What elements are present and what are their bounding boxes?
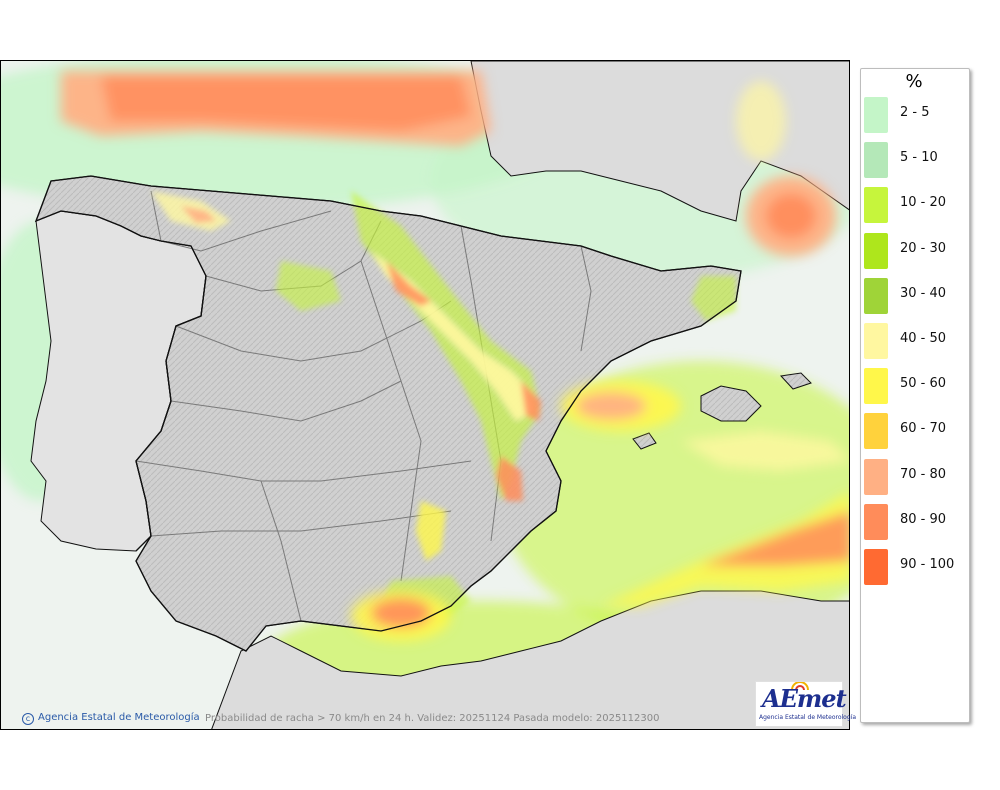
credit-line: c Agencia Estatal de Meteorología xyxy=(22,712,200,725)
legend-swatch xyxy=(864,323,888,359)
legend-unit: % xyxy=(905,71,923,92)
legend-label: 80 - 90 xyxy=(900,511,947,527)
legend-label: 20 - 30 xyxy=(900,240,947,256)
legend-label: 10 - 20 xyxy=(900,195,947,211)
legend-item: 30 - 40 xyxy=(864,272,968,314)
logo-sun-icon xyxy=(791,682,809,690)
legend-swatch xyxy=(864,503,888,540)
north-africa-land xyxy=(211,590,849,729)
map-caption: Probabilidad de racha > 70 km/h en 24 h.… xyxy=(205,713,660,724)
legend-label: 40 - 50 xyxy=(900,331,947,346)
legend-swatch xyxy=(864,232,888,269)
legend-item: 80 - 90 xyxy=(864,498,968,540)
legend-item: 50 - 60 xyxy=(864,362,968,405)
legend-swatch xyxy=(864,97,888,133)
legend-item: 90 - 100 xyxy=(864,543,968,585)
menorca-island xyxy=(779,372,812,390)
legend-swatch xyxy=(864,458,888,495)
land-probability-fields xyxy=(151,191,736,621)
legend-swatch xyxy=(864,549,888,585)
legend-swatch xyxy=(864,277,888,314)
legend-item: 5 - 10 xyxy=(864,136,968,179)
probability-map xyxy=(0,60,850,730)
legend-label: 50 - 60 xyxy=(900,376,947,392)
sea-probability-fields xyxy=(61,71,849,641)
legend-item: 40 - 50 xyxy=(864,317,968,359)
legend-item: 60 - 70 xyxy=(864,407,968,450)
legend-label: 90 - 100 xyxy=(900,557,955,572)
legend-swatch xyxy=(864,368,888,405)
credit-text: Agencia Estatal de Meteorología xyxy=(38,712,200,723)
map-canvas xyxy=(1,61,849,729)
legend-item: 70 - 80 xyxy=(864,453,968,495)
legend-label: 5 - 10 xyxy=(900,150,938,166)
legend-swatch xyxy=(864,413,888,450)
legend-item: 2 - 5 xyxy=(864,91,968,133)
copyright-icon: c xyxy=(22,713,34,725)
legend-label: 70 - 80 xyxy=(900,466,947,482)
ibiza-island xyxy=(632,432,657,450)
legend-swatch xyxy=(864,187,888,224)
legend-label: 60 - 70 xyxy=(900,421,947,437)
legend-label: 30 - 40 xyxy=(900,285,947,301)
mallorca-island xyxy=(700,385,762,422)
logo-subtitle: Agencia Estatal de Meteorología xyxy=(759,714,856,721)
legend-swatch xyxy=(864,142,888,179)
legend-item: 10 - 20 xyxy=(864,181,968,224)
legend-item: 20 - 30 xyxy=(864,227,968,269)
legend-label: 2 - 5 xyxy=(900,105,930,120)
portugal-spain-border xyxy=(135,275,207,552)
aemet-logo: AEmet Agencia Estatal de Meteorología xyxy=(755,681,856,727)
legend: % 2 - 5 5 - 10 10 - 20 20 - 30 30 - 40 40 - 5… xyxy=(860,68,970,723)
logo-wordmark: AEmet xyxy=(762,684,847,713)
